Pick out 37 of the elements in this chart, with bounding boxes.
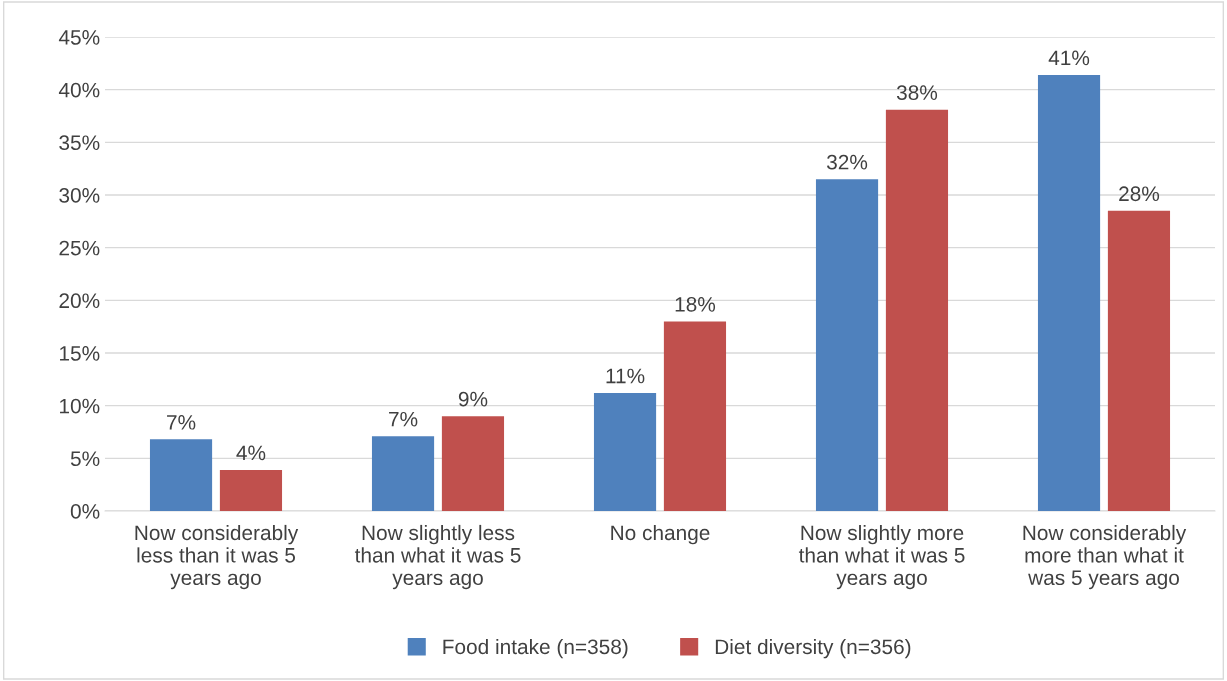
bar <box>815 179 879 511</box>
bar <box>371 436 435 511</box>
data-label: 11% <box>606 368 645 384</box>
data-label: 4% <box>236 445 266 461</box>
y-tick-label: 10% <box>60 398 100 414</box>
data-label: 32% <box>826 154 868 170</box>
y-tick-label: 35% <box>59 135 100 151</box>
x-tick-label: Now considerably less than it was 5 years ago <box>135 524 299 590</box>
y-tick-label: 25% <box>59 240 100 256</box>
bar <box>593 393 657 511</box>
legend-label: Diet diversity (n=356) <box>715 638 911 659</box>
x-tick-label: No change <box>611 524 710 545</box>
data-label: 18% <box>675 296 716 312</box>
legend-label: Food intake (n=358) <box>443 638 628 659</box>
x-tick-label: Now slightly less than what it was 5 years ago <box>354 524 521 590</box>
x-tick-label: Now slightly more than what it was 5 years ago <box>798 524 965 590</box>
y-tick-label: 40% <box>58 82 100 98</box>
data-label: 7% <box>389 411 418 427</box>
bar <box>663 321 727 511</box>
data-label: 9% <box>458 391 488 407</box>
y-tick-label: 30% <box>59 188 100 203</box>
x-tick-label: Now considerably more than what it was 5 years ago <box>1023 524 1187 590</box>
bar <box>219 469 283 511</box>
bar <box>885 109 949 511</box>
y-tick-label: 15% <box>60 346 100 361</box>
y-tick-label: 5% <box>70 451 100 467</box>
y-tick-label: 45% <box>58 30 100 45</box>
y-tick-label: 0% <box>70 504 100 519</box>
y-tick-label: 20% <box>59 293 100 309</box>
data-label: 7% <box>167 415 196 430</box>
bar <box>149 439 213 511</box>
data-label: 38% <box>896 85 938 101</box>
data-label: 41% <box>1048 50 1090 66</box>
bar <box>441 416 505 511</box>
data-label: 28% <box>1119 186 1160 202</box>
bar <box>1107 210 1171 511</box>
bar <box>1037 74 1101 511</box>
